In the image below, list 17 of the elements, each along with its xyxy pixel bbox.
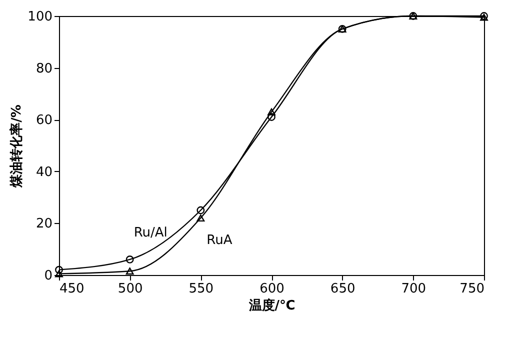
x-axis-title: 温度/℃ <box>248 298 296 314</box>
y-tick-label: 80 <box>36 61 52 76</box>
series-label: Ru/Al <box>134 225 168 240</box>
x-tick-label: 700 <box>401 282 426 296</box>
x-tick-label: 450 <box>60 282 84 296</box>
y-tick-label: 100 <box>28 10 52 24</box>
series-label: RuA <box>206 233 232 248</box>
y-tick-label: 20 <box>36 216 52 232</box>
x-tick-label: 750 <box>460 282 484 296</box>
x-tick-label: 650 <box>330 282 356 296</box>
x-tick-label: 550 <box>188 282 214 296</box>
x-tick-label: 500 <box>118 282 143 296</box>
y-tick-label: 40 <box>36 164 52 180</box>
y-axis-title: 煤油转化率/% <box>8 104 25 188</box>
y-tick-label: 0 <box>44 268 52 284</box>
y-tick-label: 60 <box>36 113 52 128</box>
x-tick-label: 600 <box>260 282 284 296</box>
